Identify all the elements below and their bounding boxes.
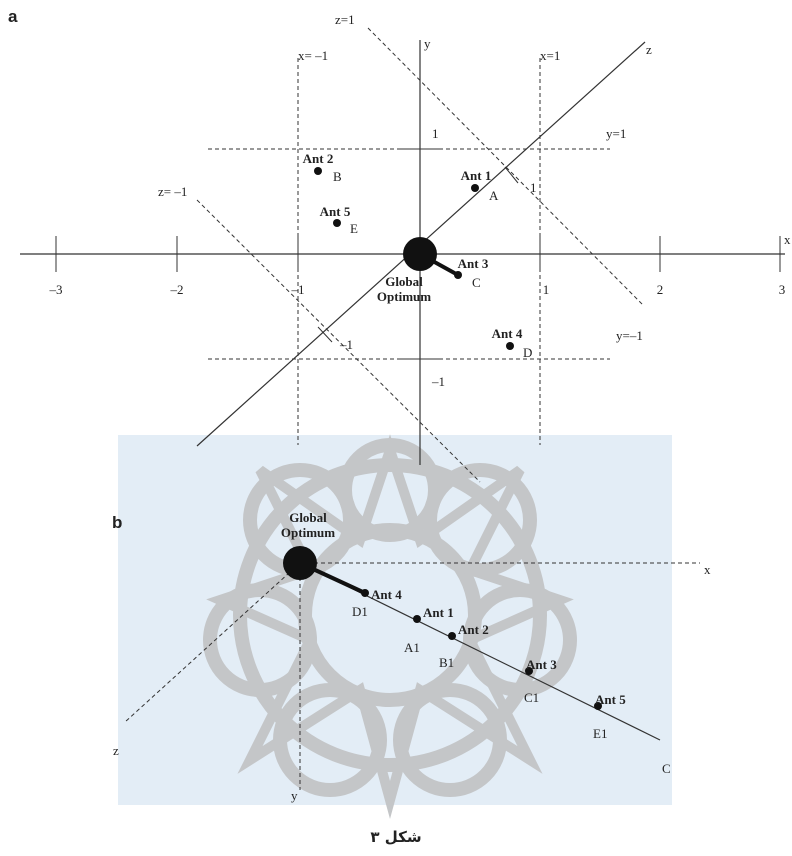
ant-name: Ant 1 — [423, 605, 454, 620]
panel-label: b — [112, 513, 122, 532]
panel-b-texts: b x z y C Global Optimum Ant 4 Ant 1 Ant… — [112, 510, 711, 803]
line-label: y=1 — [606, 126, 626, 141]
line-label: C — [662, 761, 671, 776]
tick-label: 1 — [432, 126, 439, 141]
ant-letter: D — [523, 345, 532, 360]
optimum-label: Optimum — [377, 289, 431, 304]
ant-letter: E1 — [593, 726, 607, 741]
axis-label: y — [424, 36, 431, 51]
caption: شکل ۳ — [370, 828, 421, 846]
axis-label: x — [704, 562, 711, 577]
ant-name: Ant 2 — [303, 151, 334, 166]
ant-name: Ant 5 — [595, 692, 626, 707]
optimum-label: Global — [289, 510, 327, 525]
axis-label: z — [113, 743, 119, 758]
tick-label: –2 — [170, 282, 184, 297]
line-label: z= –1 — [158, 184, 187, 199]
line-label: y=–1 — [616, 328, 643, 343]
axis-label: x — [784, 232, 791, 247]
line-label: x=1 — [540, 48, 560, 63]
ant-letter: A — [489, 188, 499, 203]
tick-label: 2 — [657, 282, 664, 297]
tick-label: 1 — [543, 282, 550, 297]
axis-label: z — [646, 42, 652, 57]
optimum-label: Optimum — [281, 525, 335, 540]
ant-letter: D1 — [352, 604, 368, 619]
ant-name: Ant 3 — [458, 256, 489, 271]
panel-b-lines — [124, 546, 700, 790]
ant-letter: C — [472, 275, 481, 290]
ant-name: Ant 2 — [458, 622, 489, 637]
ant-letter: B — [333, 169, 342, 184]
tick-label: –1 — [291, 282, 305, 297]
axis-label: y — [291, 788, 298, 803]
ant-name: Ant 5 — [320, 204, 351, 219]
tick-label: –3 — [49, 282, 63, 297]
ant-name: Ant 3 — [526, 657, 557, 672]
ant-name: Ant 4 — [492, 326, 523, 341]
ant-letter: C1 — [524, 690, 539, 705]
line-label: x= –1 — [298, 48, 328, 63]
ant-name: Ant 1 — [461, 168, 492, 183]
ant-letter: B1 — [439, 655, 454, 670]
line-label: z=1 — [335, 12, 355, 27]
tick-label: 1 — [530, 180, 537, 195]
ant-letter: A1 — [404, 640, 420, 655]
optimum-label: Global — [385, 274, 423, 289]
panel-a-texts: a z=1 x= –1 x=1 y=1 y=–1 z= –1 y z x –3 … — [8, 7, 791, 389]
panel-b-background — [118, 434, 672, 820]
ant-name: Ant 4 — [371, 587, 402, 602]
panel-label: a — [8, 7, 18, 26]
tick-label: –1 — [431, 374, 445, 389]
tick-label: 3 — [779, 282, 786, 297]
tick-label: –1 — [339, 337, 353, 352]
ant-letter: E — [350, 221, 358, 236]
panel-a-lines — [20, 27, 785, 483]
